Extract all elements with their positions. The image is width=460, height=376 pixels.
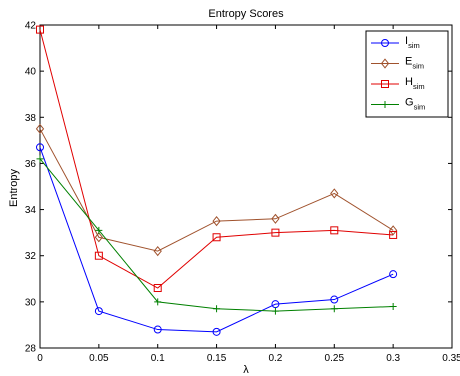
y-tick-label: 32 xyxy=(25,251,37,262)
legend-label: Isim xyxy=(405,35,420,50)
x-tick-label: 0.2 xyxy=(268,353,282,364)
legend-label: Esim xyxy=(405,56,424,71)
y-tick-label: 40 xyxy=(25,67,37,78)
data-point xyxy=(36,155,44,163)
data-point xyxy=(94,251,103,260)
chart-title: Entropy Scores xyxy=(208,8,284,20)
plot-area: 0 0.05 0.1 0.15 0.2 0.25 0.3 0.35 28 30 32 34 36 38 40… xyxy=(25,21,460,365)
x-tick-label: 0 xyxy=(37,353,43,364)
data-point xyxy=(271,307,279,315)
data-point xyxy=(153,246,162,257)
x-tick-label: 0.25 xyxy=(325,353,345,364)
data-point xyxy=(212,216,221,227)
data-point xyxy=(212,233,221,242)
y-tick-label: 28 xyxy=(25,344,37,355)
legend: Isim Esim Hsim Gsim xyxy=(365,30,449,118)
legend-marker xyxy=(381,39,389,47)
series-h-sim xyxy=(36,25,398,293)
series-line xyxy=(39,128,394,252)
x-tick-label: 0.3 xyxy=(386,353,400,364)
y-tick-label: 34 xyxy=(25,205,37,216)
x-tick-label: 0.35 xyxy=(442,353,460,364)
y-tick-label: 38 xyxy=(25,113,37,124)
data-point xyxy=(36,143,44,152)
data-point xyxy=(330,226,339,235)
data-point xyxy=(330,305,338,313)
data-point xyxy=(388,225,398,236)
y-axis-label: Entropy xyxy=(8,169,20,207)
legend-marker xyxy=(380,58,390,69)
series-line xyxy=(39,29,394,289)
legend-box xyxy=(365,30,449,118)
series-e-sim xyxy=(35,123,398,257)
data-point xyxy=(330,295,339,304)
axes-frame xyxy=(39,24,453,349)
data-point xyxy=(94,307,103,316)
data-point xyxy=(389,302,397,310)
legend-entry: Gsim xyxy=(371,97,425,112)
series-i-sim xyxy=(36,143,398,336)
data-point xyxy=(153,325,162,334)
legend-label: Gsim xyxy=(405,97,425,112)
y-tick-label: 36 xyxy=(25,159,37,170)
legend-entry: Hsim xyxy=(371,76,425,91)
legend-label: Hsim xyxy=(405,76,425,91)
data-point xyxy=(271,228,280,237)
x-tick-label: 0.05 xyxy=(89,353,109,364)
legend-marker xyxy=(381,101,389,108)
data-point xyxy=(94,232,104,243)
series-line xyxy=(39,147,394,333)
legend-entry: Isim xyxy=(371,35,420,50)
data-point xyxy=(95,226,103,234)
y-tick-label: 30 xyxy=(25,297,37,308)
legend-entry: Esim xyxy=(371,56,424,71)
y-tick-label: 42 xyxy=(25,21,37,32)
data-point xyxy=(389,230,398,239)
data-point xyxy=(153,284,162,293)
x-axis-label: λ xyxy=(243,364,249,376)
data-point xyxy=(330,188,339,199)
data-point xyxy=(213,305,221,313)
data-point xyxy=(35,123,45,134)
legend-marker xyxy=(381,80,389,88)
series-g-sim xyxy=(36,155,397,315)
data-point xyxy=(212,327,221,336)
data-point xyxy=(389,270,398,279)
data-point xyxy=(36,25,44,34)
data-point xyxy=(154,298,162,306)
data-point xyxy=(271,213,280,224)
x-tick-label: 0.1 xyxy=(151,353,165,364)
x-tick-label: 0.15 xyxy=(207,353,227,364)
